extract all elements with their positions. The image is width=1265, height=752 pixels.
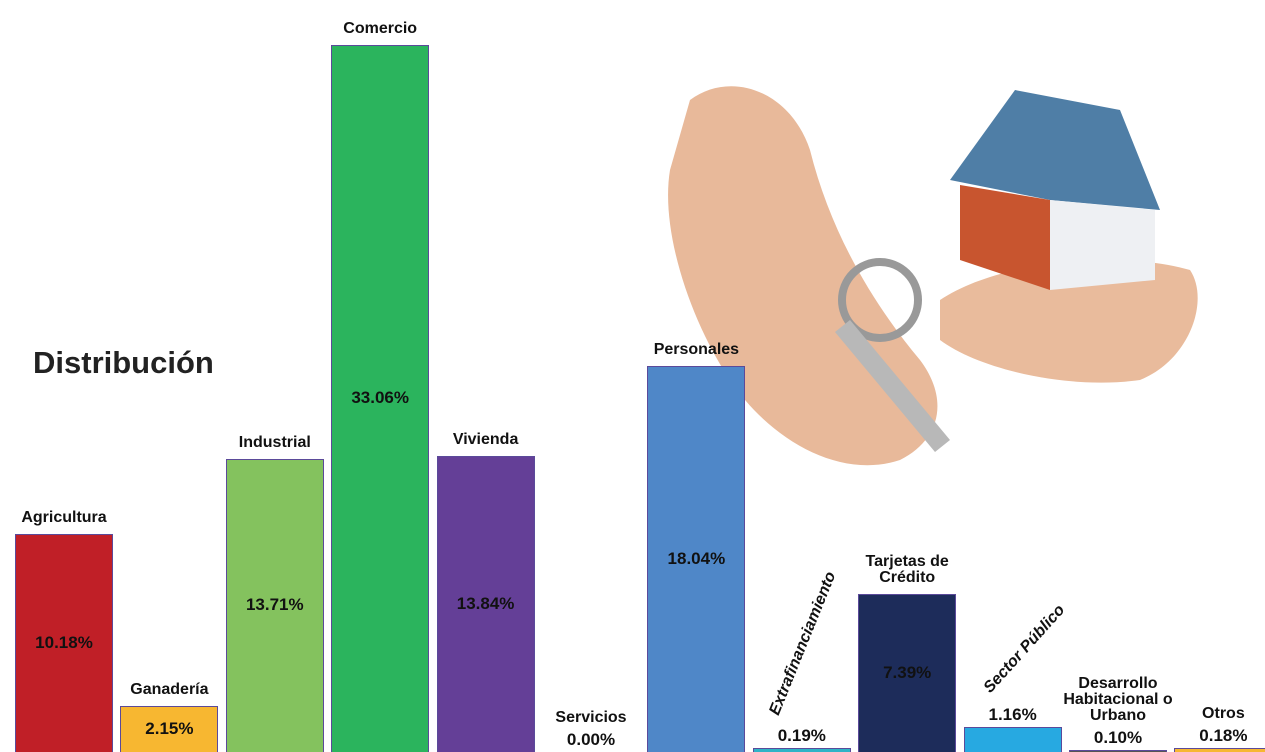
value-label: 13.71% [245,595,304,615]
category-label: Tarjetas de Crédito [865,552,949,586]
value-label: 13.84% [456,593,515,613]
category-label: Comercio [343,19,418,37]
key-ring [838,258,922,342]
bar [858,593,957,752]
bar [1174,748,1265,752]
key [835,320,950,452]
category-label: Ganadería [130,681,209,698]
bar [120,705,219,752]
bar [1069,749,1167,752]
house-wall [1050,200,1155,290]
category-label: Vivienda [452,430,519,448]
bar [647,365,746,752]
category-label: Personales [653,340,740,358]
bar [963,727,1062,752]
category-label: Servicios [555,709,627,726]
value-label: 0.00% [566,730,616,749]
value-label: 0.18% [1199,726,1248,746]
chart-title: Distribución [33,345,214,380]
bar [436,455,535,752]
value-label: 0.19% [777,725,826,745]
value-label: 2.15% [145,718,194,738]
bar [752,747,851,752]
category-label: Extrafinanciamiento [766,569,840,718]
value-label: 10.18% [35,633,93,653]
value-label: 1.16% [988,705,1037,725]
value-label: 18.04% [667,548,726,568]
house-wall [960,185,1050,290]
category-label: Otros [1202,705,1245,723]
category-label: Industrial [238,433,311,451]
category-label: Sector Público [980,601,1068,697]
value-label: 0.10% [1093,727,1143,747]
roof [950,90,1160,210]
bar [331,44,430,752]
category-label: Agricultura [21,509,107,527]
value-label: 33.06% [351,388,410,408]
category-label: Desarrollo Habitacional o Urbano [1063,674,1173,724]
bar [15,534,113,752]
bar [225,458,324,752]
value-label: 7.39% [883,662,932,682]
hand [940,260,1198,383]
